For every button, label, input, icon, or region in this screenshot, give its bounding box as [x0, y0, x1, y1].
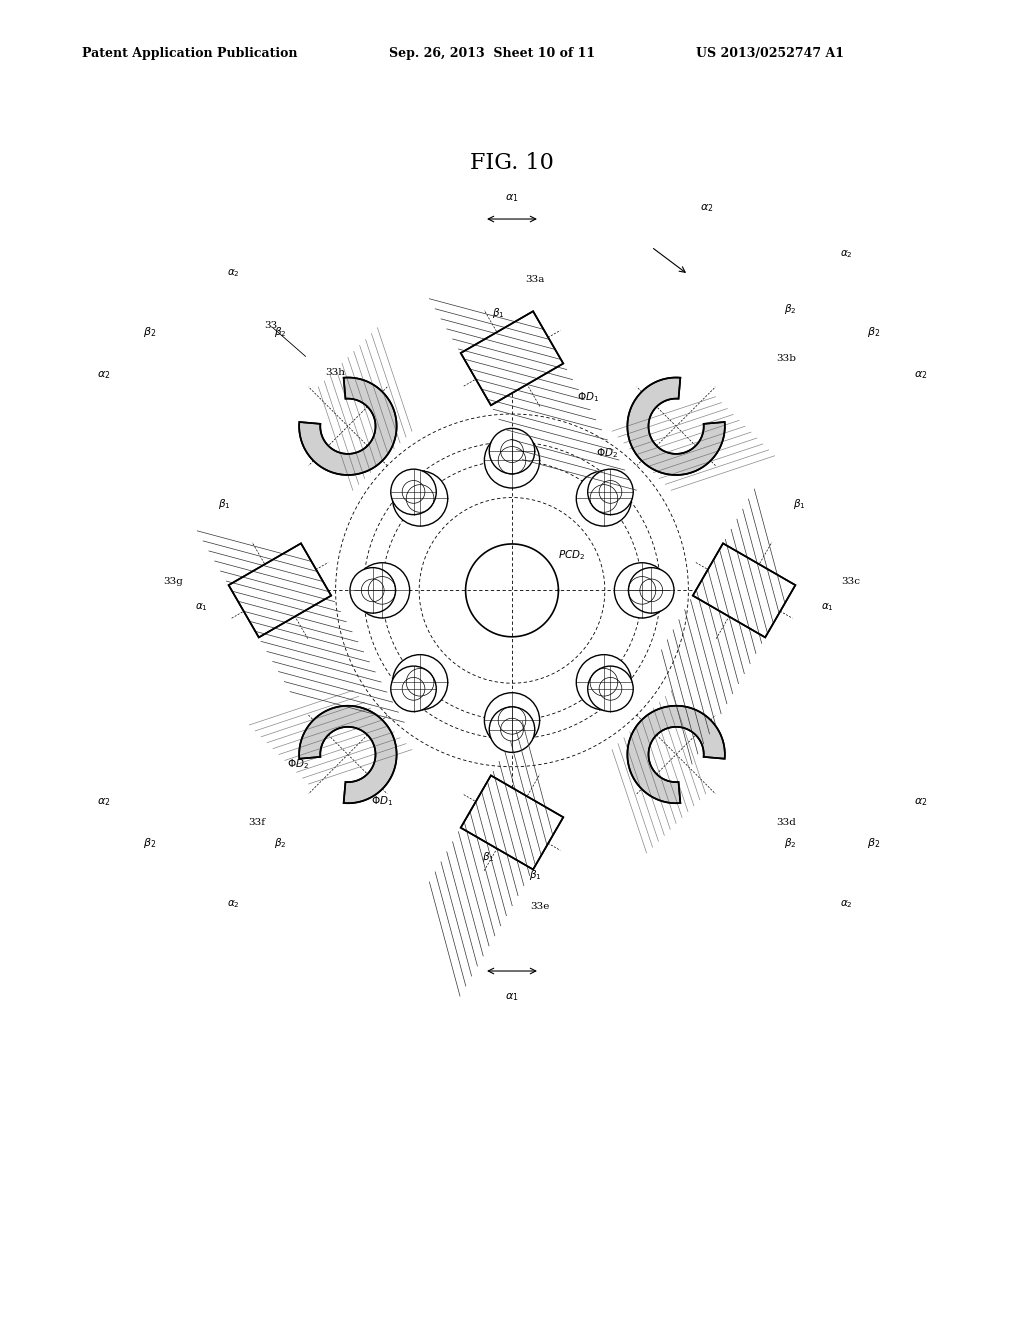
- Circle shape: [588, 667, 633, 711]
- Text: $\alpha_2$: $\alpha_2$: [227, 898, 240, 909]
- Text: $\alpha_2$: $\alpha_2$: [227, 267, 240, 279]
- Text: $\beta_2$: $\beta_2$: [273, 325, 286, 339]
- Polygon shape: [461, 312, 563, 405]
- Text: $\alpha_1$: $\alpha_1$: [505, 193, 519, 205]
- Text: $\beta_2$: $\beta_2$: [784, 836, 797, 850]
- Text: $\beta_2$: $\beta_2$: [273, 836, 286, 850]
- Text: 33a: 33a: [525, 275, 545, 284]
- Circle shape: [489, 708, 535, 752]
- Text: $\beta_2$: $\beta_2$: [784, 302, 797, 315]
- Polygon shape: [628, 706, 725, 803]
- Text: $\alpha_1$: $\alpha_1$: [821, 601, 835, 612]
- Polygon shape: [693, 544, 796, 638]
- Text: $\Phi D_2$: $\Phi D_2$: [596, 446, 617, 459]
- Text: $\beta_1$: $\beta_1$: [218, 496, 230, 511]
- Text: $\Phi D_1$: $\Phi D_1$: [371, 793, 393, 808]
- Polygon shape: [461, 775, 563, 870]
- Text: $\beta_1$: $\beta_1$: [492, 306, 505, 321]
- Text: $\beta_2$: $\beta_2$: [867, 836, 881, 850]
- Text: $\beta_1$: $\beta_1$: [482, 850, 495, 863]
- Text: 33e: 33e: [530, 902, 550, 911]
- Circle shape: [577, 471, 632, 527]
- Circle shape: [484, 693, 540, 748]
- Text: 33h: 33h: [326, 368, 346, 376]
- Polygon shape: [299, 706, 396, 803]
- Text: US 2013/0252747 A1: US 2013/0252747 A1: [696, 46, 845, 59]
- Circle shape: [391, 469, 436, 515]
- Circle shape: [484, 433, 540, 488]
- Circle shape: [629, 568, 674, 612]
- Text: 33: 33: [264, 321, 278, 330]
- Text: 33c: 33c: [842, 577, 860, 586]
- Text: 33f: 33f: [248, 818, 265, 826]
- Text: $\alpha_2$: $\alpha_2$: [97, 796, 111, 808]
- Text: $PCD_2$: $PCD_2$: [558, 548, 586, 562]
- Text: $\alpha_2$: $\alpha_2$: [700, 202, 714, 214]
- Text: $PCD_1$: $PCD_1$: [587, 502, 613, 515]
- Polygon shape: [228, 544, 331, 638]
- Text: 33g: 33g: [163, 577, 183, 586]
- Text: $\alpha_1$: $\alpha_1$: [195, 601, 208, 612]
- Circle shape: [614, 562, 670, 618]
- Text: $\Phi D_1$: $\Phi D_1$: [577, 389, 599, 404]
- Text: Sep. 26, 2013  Sheet 10 of 11: Sep. 26, 2013 Sheet 10 of 11: [389, 46, 595, 59]
- Circle shape: [489, 429, 535, 474]
- Circle shape: [350, 568, 395, 612]
- Circle shape: [391, 667, 436, 711]
- Text: $\alpha_2$: $\alpha_2$: [840, 898, 853, 909]
- Circle shape: [392, 655, 447, 710]
- Circle shape: [588, 469, 633, 515]
- Text: $\beta_2$: $\beta_2$: [143, 836, 157, 850]
- Polygon shape: [299, 378, 396, 475]
- Text: FIG. 10: FIG. 10: [470, 152, 554, 174]
- Text: $\alpha_2$: $\alpha_2$: [97, 368, 111, 380]
- Text: $\beta_1$: $\beta_1$: [529, 869, 542, 882]
- Text: $\beta_1$: $\beta_1$: [794, 496, 806, 511]
- Text: $\alpha_2$: $\alpha_2$: [913, 796, 927, 808]
- Text: $\beta_2$: $\beta_2$: [143, 325, 157, 339]
- Text: $\beta_2$: $\beta_2$: [867, 325, 881, 339]
- Text: Patent Application Publication: Patent Application Publication: [82, 46, 297, 59]
- Circle shape: [392, 471, 447, 527]
- Text: $\alpha_1$: $\alpha_1$: [505, 991, 519, 1003]
- Circle shape: [354, 562, 410, 618]
- Text: 33d: 33d: [776, 818, 796, 826]
- Text: $\alpha_2$: $\alpha_2$: [913, 368, 927, 380]
- Text: $\alpha_2$: $\alpha_2$: [840, 248, 853, 260]
- Polygon shape: [628, 378, 725, 475]
- Circle shape: [577, 655, 632, 710]
- Text: 33b: 33b: [776, 354, 796, 363]
- Text: $\Phi D_2$: $\Phi D_2$: [288, 756, 309, 771]
